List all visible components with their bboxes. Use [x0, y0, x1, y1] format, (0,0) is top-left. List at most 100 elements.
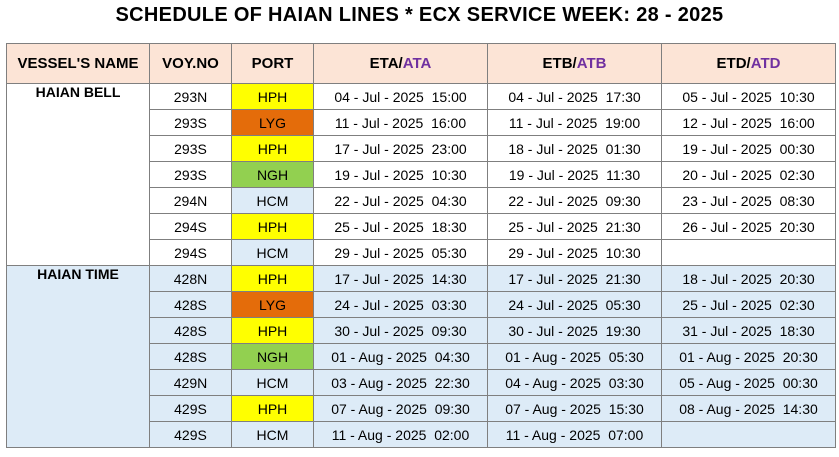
etb-cell: 04 - Jul - 2025 17:30 [487, 83, 662, 110]
port-cell: HPH [231, 317, 314, 344]
eta-cell: 04 - Jul - 2025 15:00 [313, 83, 488, 110]
table-row: 428S LYG 24 - Jul - 2025 03:30 24 - Jul - 2… [7, 291, 836, 318]
table-row: 428S NGH 01 - Aug - 2025 04:30 01 - Aug - 2… [7, 343, 836, 370]
header-vessel: VESSEL'S NAME [6, 43, 150, 84]
etb-cell: 29 - Jul - 2025 10:30 [487, 239, 662, 266]
table-row: 429S HPH 07 - Aug - 2025 09:30 07 - Aug - 2… [7, 395, 836, 422]
header-etb: ETB/ATB [487, 43, 662, 84]
etb-cell: 17 - Jul - 2025 21:30 [487, 265, 662, 292]
table-row: 293S HPH 17 - Jul - 2025 23:00 18 - Jul - 2… [7, 135, 836, 162]
etd-cell: 18 - Jul - 2025 20:30 [661, 265, 836, 292]
voyage-cell: 294S [149, 213, 232, 240]
eta-cell: 03 - Aug - 2025 22:30 [313, 369, 488, 396]
etb-cell: 11 - Jul - 2025 19:00 [487, 109, 662, 136]
eta-cell: 11 - Jul - 2025 16:00 [313, 109, 488, 136]
voyage-cell: 428S [149, 317, 232, 344]
schedule-body: HAIAN BELL 293N HPH 04 - Jul - 2025 15:00 04… [6, 83, 836, 448]
header-etd: ETD/ATD [661, 43, 836, 84]
etd-cell: 01 - Aug - 2025 20:30 [661, 343, 836, 370]
port-cell: HCM [231, 421, 314, 448]
eta-cell: 29 - Jul - 2025 05:30 [313, 239, 488, 266]
etd-cell: 31 - Jul - 2025 18:30 [661, 317, 836, 344]
header-eta-label: ETA/ [369, 55, 403, 72]
etd-cell: 19 - Jul - 2025 00:30 [661, 135, 836, 162]
voyage-cell: 293N [149, 83, 232, 110]
etd-cell: 05 - Jul - 2025 10:30 [661, 83, 836, 110]
etb-cell: 30 - Jul - 2025 19:30 [487, 317, 662, 344]
header-port: PORT [231, 43, 314, 84]
port-cell: HPH [231, 213, 314, 240]
etb-cell: 25 - Jul - 2025 21:30 [487, 213, 662, 240]
port-cell: HCM [231, 239, 314, 266]
eta-cell: 22 - Jul - 2025 04:30 [313, 187, 488, 214]
vessel-name: HAIAN TIME [6, 265, 150, 448]
header-etb-label: ETB/ [542, 55, 577, 72]
voyage-cell: 294S [149, 239, 232, 266]
voyage-cell: 428S [149, 291, 232, 318]
etd-cell: 20 - Jul - 2025 02:30 [661, 161, 836, 188]
voyage-cell: 294N [149, 187, 232, 214]
etd-cell: 05 - Aug - 2025 00:30 [661, 369, 836, 396]
etb-cell: 11 - Aug - 2025 07:00 [487, 421, 662, 448]
port-cell: HCM [231, 369, 314, 396]
eta-cell: 24 - Jul - 2025 03:30 [313, 291, 488, 318]
voyage-cell: 293S [149, 161, 232, 188]
port-cell: NGH [231, 343, 314, 370]
etd-cell: 26 - Jul - 2025 20:30 [661, 213, 836, 240]
voyage-cell: 429S [149, 421, 232, 448]
etb-cell: 19 - Jul - 2025 11:30 [487, 161, 662, 188]
voyage-cell: 428N [149, 265, 232, 292]
table-row: 293S LYG 11 - Jul - 2025 16:00 11 - Jul - 2… [7, 109, 836, 136]
voyage-cell: 428S [149, 343, 232, 370]
header-atb-label: ATB [576, 55, 607, 72]
eta-cell: 07 - Aug - 2025 09:30 [313, 395, 488, 422]
port-cell: HPH [231, 395, 314, 422]
header-ata-label: ATA [402, 55, 432, 72]
etb-cell: 22 - Jul - 2025 09:30 [487, 187, 662, 214]
port-cell: LYG [231, 109, 314, 136]
port-cell: HCM [231, 187, 314, 214]
eta-cell: 30 - Jul - 2025 09:30 [313, 317, 488, 344]
eta-cell: 19 - Jul - 2025 10:30 [313, 161, 488, 188]
header-etd-label: ETD/ [716, 55, 751, 72]
port-cell: HPH [231, 83, 314, 110]
table-row: 429S HCM 11 - Aug - 2025 02:00 11 - Aug - 2… [7, 421, 836, 448]
vessel-name: HAIAN BELL [6, 83, 150, 266]
port-cell: HPH [231, 265, 314, 292]
eta-cell: 25 - Jul - 2025 18:30 [313, 213, 488, 240]
table-row: 428S HPH 30 - Jul - 2025 09:30 30 - Jul - 2… [7, 317, 836, 344]
eta-cell: 11 - Aug - 2025 02:00 [313, 421, 488, 448]
table-row: 293S NGH 19 - Jul - 2025 10:30 19 - Jul - 2… [7, 161, 836, 188]
eta-cell: 01 - Aug - 2025 04:30 [313, 343, 488, 370]
etd-cell [661, 421, 836, 448]
voyage-cell: 293S [149, 135, 232, 162]
port-cell: LYG [231, 291, 314, 318]
voyage-cell: 429N [149, 369, 232, 396]
header-atd-label: ATD [750, 55, 781, 72]
etb-cell: 04 - Aug - 2025 03:30 [487, 369, 662, 396]
table-row: HAIAN BELL 293N HPH 04 - Jul - 2025 15:00 04… [6, 83, 836, 266]
schedule-table: VESSEL'S NAME VOY.NO PORT ETA/ATA ETB/AT… [6, 43, 836, 448]
table-row: 294S HCM 29 - Jul - 2025 05:30 29 - Jul - 2… [7, 239, 836, 266]
etb-cell: 01 - Aug - 2025 05:30 [487, 343, 662, 370]
table-row: 294S HPH 25 - Jul - 2025 18:30 25 - Jul - 2… [7, 213, 836, 240]
header-row: VESSEL'S NAME VOY.NO PORT ETA/ATA ETB/AT… [6, 43, 836, 84]
etd-cell: 25 - Jul - 2025 02:30 [661, 291, 836, 318]
table-row: 294N HCM 22 - Jul - 2025 04:30 22 - Jul - 2… [7, 187, 836, 214]
etb-cell: 18 - Jul - 2025 01:30 [487, 135, 662, 162]
etd-cell: 08 - Aug - 2025 14:30 [661, 395, 836, 422]
etd-cell [661, 239, 836, 266]
port-cell: HPH [231, 135, 314, 162]
voyage-cell: 429S [149, 395, 232, 422]
etd-cell: 12 - Jul - 2025 16:00 [661, 109, 836, 136]
port-cell: NGH [231, 161, 314, 188]
table-row: HAIAN TIME 428N HPH 17 - Jul - 2025 14:30 17… [6, 265, 836, 448]
etb-cell: 07 - Aug - 2025 15:30 [487, 395, 662, 422]
eta-cell: 17 - Jul - 2025 14:30 [313, 265, 488, 292]
etb-cell: 24 - Jul - 2025 05:30 [487, 291, 662, 318]
eta-cell: 17 - Jul - 2025 23:00 [313, 135, 488, 162]
voyage-cell: 293S [149, 109, 232, 136]
header-voy: VOY.NO [149, 43, 232, 84]
page-title: SCHEDULE OF HAIAN LINES * ECX SERVICE WE… [115, 4, 724, 26]
etd-cell: 23 - Jul - 2025 08:30 [661, 187, 836, 214]
